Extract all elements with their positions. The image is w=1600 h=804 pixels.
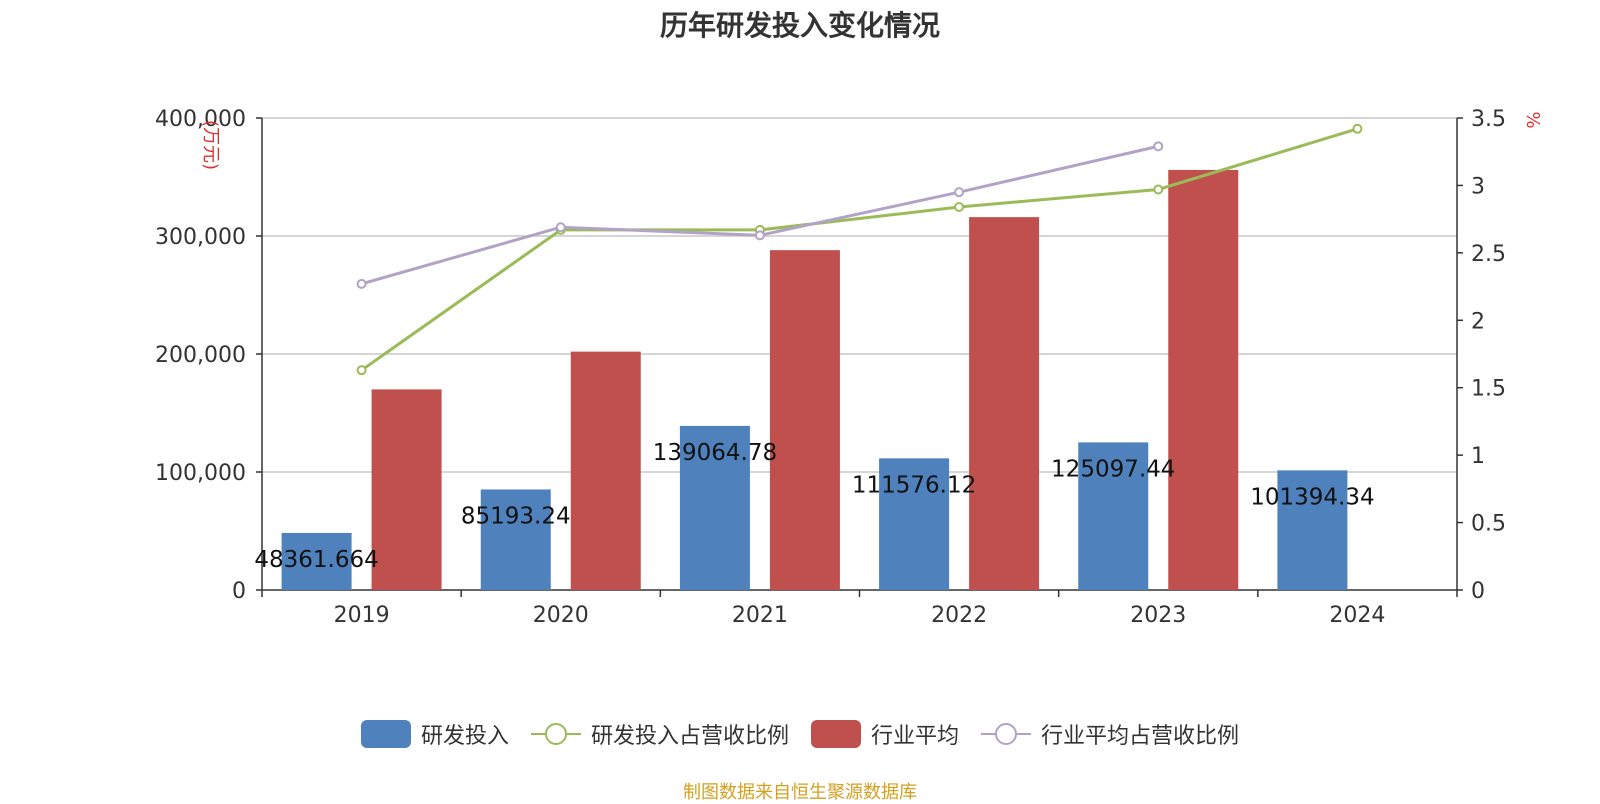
x-tick-label: 2023 <box>1130 603 1186 628</box>
data-label: 101394.34 <box>1250 484 1374 510</box>
legend-label-rd-ratio: 研发投入占营收比例 <box>590 724 789 749</box>
y-left-tick-label: 300,000 <box>155 225 246 250</box>
legend-label-industry-avg: 行业平均 <box>871 724 960 749</box>
data-label: 125097.44 <box>1051 456 1175 482</box>
x-tick-label: 2019 <box>334 603 390 628</box>
point-1 <box>954 202 965 213</box>
legend-label-rd-investment: 研发投入 <box>420 724 509 749</box>
y-right-tick-label: 0 <box>1471 579 1485 604</box>
y-right-tick-label: 2 <box>1471 309 1485 334</box>
source-note: 制图数据来自恒生聚源数据库 <box>683 782 917 803</box>
bar-2-2023 <box>1168 169 1239 591</box>
y-right-tick-label: 0.5 <box>1471 512 1506 537</box>
y-left-tick-label: 400,000 <box>155 107 246 132</box>
y-left-tick-label: 0 <box>232 579 246 604</box>
bar-2-2020 <box>570 351 641 590</box>
line-1 <box>360 127 1358 372</box>
axes: 0 100,000 200,000 300,000 400,000 0 0.5 1 1.5 2 2.… <box>155 107 1543 628</box>
y-left-unit-label: (万元) <box>200 120 221 170</box>
bar-2-2021 <box>769 250 840 590</box>
legend-item-industry-avg[interactable]: 行业平均 <box>811 718 959 750</box>
bar-0-2019 <box>281 532 352 590</box>
bar-0-2024 <box>1277 470 1348 590</box>
point-3 <box>356 278 367 289</box>
point-1 <box>1352 123 1363 134</box>
data-label: 48361.664 <box>254 547 378 573</box>
legend-swatch-rd-ratio <box>530 723 581 745</box>
legend: 研发投入 研发投入占营收比例 行业平均 行业平均占营收比例 <box>0 718 1600 750</box>
point-3 <box>1153 141 1164 152</box>
point-1 <box>1153 184 1164 195</box>
point-1 <box>356 365 367 376</box>
x-tick-label: 2021 <box>732 603 788 628</box>
point-3 <box>754 230 765 241</box>
legend-swatch-industry-avg <box>811 720 861 748</box>
y-left-tick-label: 100,000 <box>155 461 246 486</box>
y-right-tick-label: 1 <box>1471 444 1485 469</box>
legend-item-rd-ratio[interactable]: 研发投入占营收比例 <box>530 718 789 750</box>
y-right-tick-label: 2.5 <box>1471 242 1506 267</box>
y-left-tick-label: 200,000 <box>155 343 246 368</box>
y-right-tick-label: 1.5 <box>1471 377 1506 402</box>
point-3 <box>555 222 566 233</box>
chart-title: 历年研发投入变化情况 <box>659 9 940 42</box>
bar-0-2023 <box>1078 442 1149 590</box>
data-label: 85193.24 <box>461 503 571 529</box>
x-tick-label: 2020 <box>533 603 589 628</box>
y-right-tick-label: 3 <box>1471 174 1485 199</box>
bar-series <box>281 169 1348 591</box>
legend-label-industry-ratio: 行业平均占营收比例 <box>1041 724 1240 749</box>
legend-swatch-rd-investment <box>360 720 411 748</box>
legend-item-industry-ratio[interactable]: 行业平均占营收比例 <box>981 718 1239 750</box>
gridlines <box>262 117 1457 473</box>
line-series <box>356 123 1363 376</box>
x-tick-label: 2022 <box>931 603 987 628</box>
y-right-tick-label: 3.5 <box>1471 107 1506 132</box>
bar-2-2019 <box>371 389 442 590</box>
bar-0-2020 <box>480 489 551 590</box>
bar-2-2022 <box>969 217 1040 590</box>
bar-0-2021 <box>679 425 750 590</box>
data-labels: 48361.664 85193.24 139064.78 111576.12 12509… <box>254 440 1374 573</box>
bar-0-2022 <box>879 458 950 590</box>
legend-swatch-industry-ratio <box>981 723 1032 745</box>
y-right-unit-label: % <box>1522 111 1543 128</box>
data-label: 111576.12 <box>852 472 976 498</box>
x-tick-label: 2024 <box>1329 603 1385 628</box>
legend-item-rd-investment[interactable]: 研发投入 <box>360 718 509 750</box>
point-3 <box>954 187 965 198</box>
data-label: 139064.78 <box>653 440 777 466</box>
